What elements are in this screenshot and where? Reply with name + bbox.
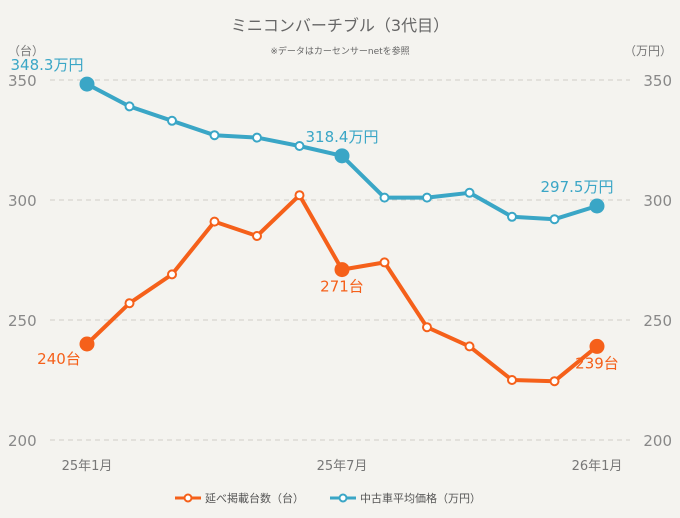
- data-point: [334, 262, 350, 278]
- data-point: [167, 115, 177, 126]
- data-point: [209, 216, 220, 227]
- x-tick-label: 25年1月: [62, 459, 113, 474]
- data-point: [549, 214, 560, 225]
- data-point: [167, 269, 177, 280]
- y-tick-right: 350: [643, 72, 672, 90]
- data-point: [464, 187, 475, 198]
- y-tick-left: 350: [8, 72, 37, 90]
- y-tick-left: 200: [8, 432, 37, 450]
- data-label: 239台: [575, 354, 619, 372]
- data-point: [422, 192, 432, 203]
- data-point: [252, 231, 262, 241]
- data-label: 318.4万円: [306, 128, 379, 146]
- data-point: [79, 76, 95, 92]
- x-tick-label: 25年7月: [317, 459, 368, 474]
- legend-line-marker-icon: [330, 493, 356, 503]
- legend-label: 延べ掲載台数（台）: [205, 492, 304, 505]
- data-point: [589, 338, 605, 354]
- legend-line-marker-icon: [175, 493, 201, 503]
- data-label: 271台: [320, 278, 364, 296]
- chart-title: ミニコンバーチブル（3代目）: [230, 16, 450, 35]
- data-label: 297.5万円: [541, 178, 614, 196]
- data-point: [252, 132, 262, 143]
- legend-item-price: 中古車平均価格（万円）: [330, 490, 481, 506]
- data-label: 240台: [37, 350, 81, 368]
- data-point: [422, 322, 432, 333]
- chart-subtitle: ※データはカーセンサーnetを参照: [270, 47, 410, 57]
- data-point: [464, 341, 475, 352]
- data-point: [209, 130, 220, 141]
- data-point: [294, 141, 305, 151]
- data-point: [124, 101, 135, 112]
- data-point: [589, 198, 605, 214]
- y-tick-right: 200: [643, 432, 672, 450]
- right-axis-unit: （万円）: [623, 44, 672, 58]
- legend-label: 中古車平均価格（万円）: [360, 492, 481, 505]
- data-point: [294, 190, 305, 201]
- data-point: [549, 376, 560, 387]
- y-tick-right: 300: [643, 192, 672, 210]
- data-point: [124, 298, 135, 309]
- x-tick-label: 26年1月: [572, 459, 623, 474]
- data-point: [507, 375, 517, 385]
- left-axis-unit: （台）: [8, 44, 45, 58]
- data-label: 348.3万円: [11, 56, 84, 74]
- legend-item-listings: 延べ掲載台数（台）: [175, 490, 304, 506]
- y-tick-right: 250: [643, 312, 672, 330]
- data-point: [334, 148, 350, 164]
- y-tick-left: 250: [8, 312, 37, 330]
- data-point: [379, 257, 390, 268]
- data-point: [79, 336, 95, 352]
- data-point: [507, 211, 517, 222]
- data-point: [379, 192, 390, 203]
- y-tick-left: 300: [8, 192, 37, 210]
